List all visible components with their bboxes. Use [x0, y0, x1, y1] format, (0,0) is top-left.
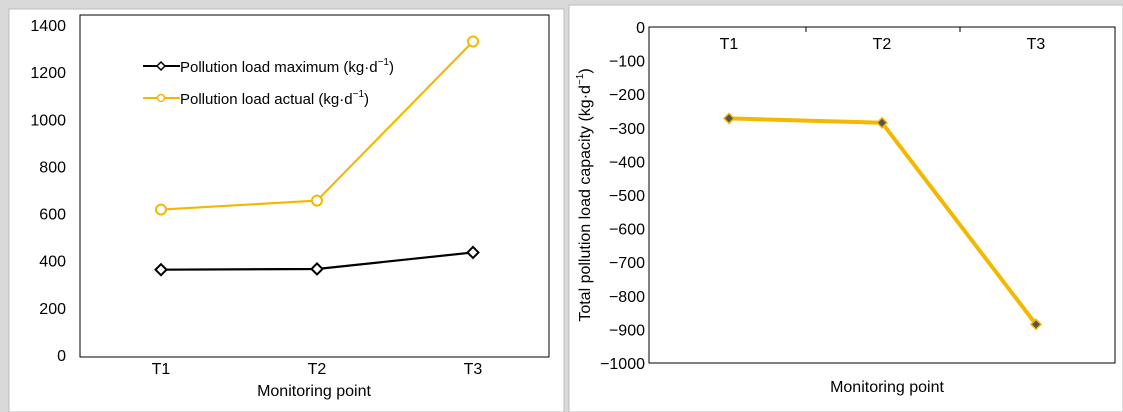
left-y-tick-4: 800 — [39, 159, 66, 176]
right-y-tick-0: 0 — [636, 20, 645, 37]
right-x-tick-t3: T3 — [1027, 36, 1046, 53]
right-y-tick-5: −500 — [609, 188, 645, 205]
right-y-tick-3: −300 — [609, 121, 645, 138]
left-x-tick-labels: T1 T2 T3 — [152, 361, 483, 378]
left-tick-area-bg — [18, 15, 76, 377]
legend-0-marker — [155, 60, 167, 72]
left-x-tick-t1: T1 — [152, 361, 171, 378]
right-plot-area — [648, 26, 1116, 364]
right-y-tick-7: −700 — [609, 255, 645, 272]
right-x-tick-t1: T1 — [720, 36, 739, 53]
right-y-tick-9: −900 — [609, 322, 645, 339]
legend-0-label: Pollution load maximum (kg·d−1) — [180, 57, 394, 76]
left-y-tick-3: 600 — [39, 207, 66, 224]
left-series-group — [154, 35, 480, 277]
left-x-tick-t3: T3 — [464, 361, 483, 378]
right-y-axis-label: Total pollution load capacity (kg·d−1) — [575, 68, 594, 321]
left-y-tick-2: 400 — [39, 254, 66, 271]
right-y-tick-2: −200 — [609, 87, 645, 104]
right-x-tick-t2: T2 — [873, 36, 892, 53]
left-series-1-point-0 — [155, 203, 167, 216]
left-y-tick-7: 1400 — [30, 18, 66, 35]
right-x-tick-labels: T1 T2 T3 — [720, 36, 1046, 53]
left-series-0-point-0 — [154, 262, 168, 277]
right-x-label-area — [667, 368, 1115, 408]
left-x-tick-t2: T2 — [308, 361, 327, 378]
right-series-point-0 — [722, 112, 736, 125]
left-y-tick-5: 1000 — [30, 112, 66, 129]
right-y-tick-labels: 0 −100 −200 −300 −400 −500 −600 −700 −800 −900 −10… — [600, 20, 961, 373]
right-y-tick-10: −1000 — [600, 356, 645, 373]
left-y-tick-labels: 0 200 400 600 800 1000 1200 1400 — [30, 18, 66, 365]
legend-1-label: Pollution load actual (kg·d−1) — [180, 89, 369, 108]
left-y-tick-0: 0 — [57, 348, 66, 365]
left-y-tick-6: 1200 — [30, 65, 66, 82]
left-legend: Pollution load maximum (kg·d−1) Pollution… — [143, 57, 394, 108]
right-y-tick-6: −600 — [609, 222, 645, 239]
right-x-axis-label: Monitoring point — [830, 379, 944, 396]
right-y-tick-4: −400 — [609, 154, 645, 171]
right-y-tick-1: −100 — [609, 54, 645, 71]
legend-1-marker — [156, 93, 166, 103]
left-series-0-point-1 — [310, 262, 324, 276]
right-y-tick-8: −800 — [609, 289, 645, 306]
left-plot-area — [79, 14, 550, 358]
left-series-1-point-1 — [311, 194, 323, 207]
left-x-axis-label: Monitoring point — [257, 383, 371, 400]
right-series-group — [722, 112, 1043, 331]
right-series-point-2 — [1029, 318, 1043, 331]
right-series-point-1 — [875, 116, 889, 129]
left-y-tick-1: 200 — [39, 301, 66, 318]
left-series-0-point-2 — [466, 245, 480, 260]
left-series-1-point-2 — [467, 35, 479, 48]
